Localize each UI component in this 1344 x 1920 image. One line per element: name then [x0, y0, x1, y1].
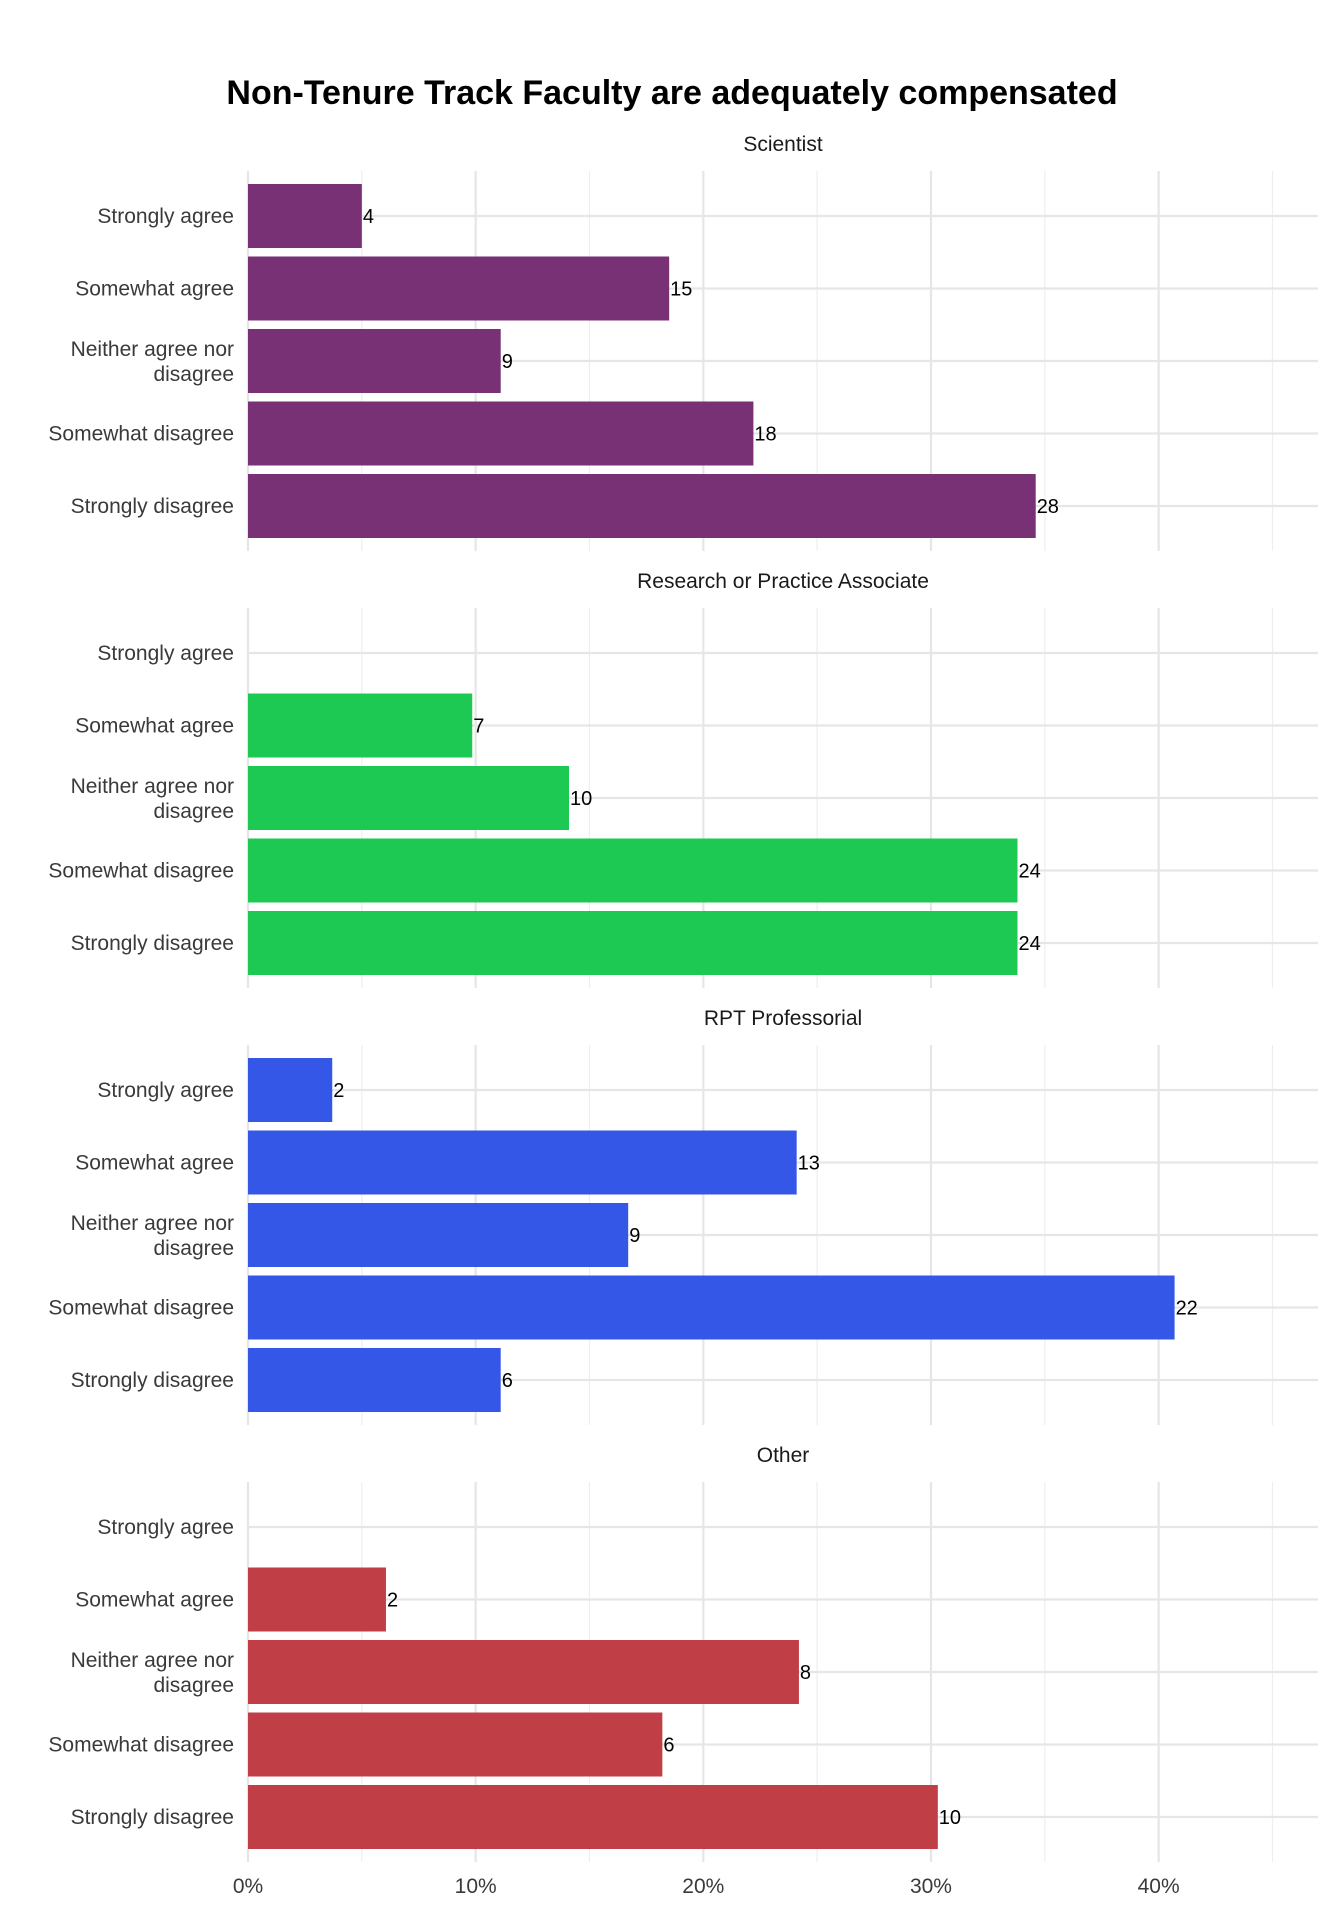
x-tick-label: 0% [233, 1875, 263, 1898]
category-label-line: Neither agree nor [71, 1212, 234, 1235]
facet-panel: Research or Practice Associate Strongly a… [48, 570, 1318, 988]
category-label: Strongly agree [97, 1079, 234, 1102]
category-label: Strongly agree [97, 205, 234, 228]
chart-title: Non-Tenure Track Faculty are adequately … [226, 74, 1117, 112]
category-label: Somewhat disagree [48, 860, 234, 883]
bar [248, 1567, 386, 1632]
category-label-line: disagree [153, 1237, 234, 1260]
value-label: 18 [754, 424, 776, 446]
bar [248, 1130, 797, 1195]
facet-panel: Scientist Strongly agree 4 Somewhat agree 15… [48, 133, 1318, 551]
bar [248, 1203, 629, 1267]
category-label: Somewhat disagree [48, 423, 234, 446]
category-label: Neither agree nor disagree [71, 1649, 234, 1697]
value-label: 24 [1018, 861, 1040, 883]
value-label: 9 [629, 1225, 640, 1247]
category-label: Somewhat agree [75, 278, 234, 301]
bar [248, 329, 501, 393]
category-label-line: Neither agree nor [71, 1649, 234, 1672]
bar [248, 474, 1036, 538]
category-label-line: disagree [153, 800, 234, 823]
value-label: 13 [798, 1153, 820, 1175]
x-tick-label: 30% [910, 1875, 952, 1898]
category-label: Strongly disagree [71, 932, 234, 955]
value-label: 8 [800, 1662, 811, 1684]
facet-title: Research or Practice Associate [637, 570, 929, 593]
facet-title: Scientist [743, 133, 823, 156]
value-label: 2 [387, 1590, 398, 1612]
x-axis: 0% 10% 20% 30% 40% [233, 1875, 1180, 1898]
value-label: 6 [663, 1735, 674, 1757]
category-label: Somewhat disagree [48, 1734, 234, 1757]
category-label: Neither agree nor disagree [71, 338, 234, 386]
facet-panel: Other Strongly agree Somewhat agree 2 Neithe… [48, 1444, 1318, 1862]
bar [248, 1785, 938, 1849]
category-label: Somewhat agree [75, 1152, 234, 1175]
value-label: 6 [502, 1370, 513, 1392]
bar [248, 256, 670, 321]
bar [248, 1275, 1175, 1340]
category-label: Strongly agree [97, 1516, 234, 1539]
facet-title: RPT Professorial [704, 1007, 862, 1030]
value-label: 10 [939, 1807, 961, 1829]
bar [248, 1058, 333, 1122]
x-tick-label: 20% [682, 1875, 724, 1898]
value-label: 9 [502, 351, 513, 373]
value-label: 2 [333, 1080, 344, 1102]
bar [248, 1712, 663, 1777]
facet-panel: RPT Professorial Strongly agree 2 Somewhat … [48, 1007, 1318, 1425]
x-tick-label: 10% [455, 1875, 497, 1898]
x-tick-label: 40% [1138, 1875, 1180, 1898]
category-label-line: Neither agree nor [71, 338, 234, 361]
bar [248, 1640, 799, 1704]
category-label: Neither agree nor disagree [71, 1212, 234, 1260]
category-label: Strongly disagree [71, 1806, 234, 1829]
category-label: Strongly agree [97, 642, 234, 665]
category-label: Neither agree nor disagree [71, 775, 234, 823]
value-label: 7 [473, 716, 484, 738]
bar [248, 184, 362, 248]
category-label-line: disagree [153, 1674, 234, 1697]
category-label: Somewhat agree [75, 715, 234, 738]
bar [248, 1348, 501, 1412]
bar [248, 401, 754, 466]
facet-title: Other [757, 1444, 810, 1467]
category-label: Strongly disagree [71, 1369, 234, 1392]
category-label: Strongly disagree [71, 495, 234, 518]
value-label: 24 [1018, 933, 1040, 955]
value-label: 10 [570, 788, 592, 810]
bar [248, 838, 1018, 903]
value-label: 4 [363, 206, 374, 228]
category-label: Somewhat agree [75, 1589, 234, 1612]
category-label-line: Neither agree nor [71, 775, 234, 798]
bar [248, 693, 473, 758]
category-label-line: disagree [153, 363, 234, 386]
facets-layer: Scientist Strongly agree 4 Somewhat agree 15… [48, 133, 1318, 1898]
category-label: Somewhat disagree [48, 1297, 234, 1320]
bar [248, 911, 1018, 975]
value-label: 22 [1176, 1298, 1198, 1320]
value-label: 28 [1037, 496, 1059, 518]
bar [248, 766, 569, 830]
value-label: 15 [670, 279, 692, 301]
